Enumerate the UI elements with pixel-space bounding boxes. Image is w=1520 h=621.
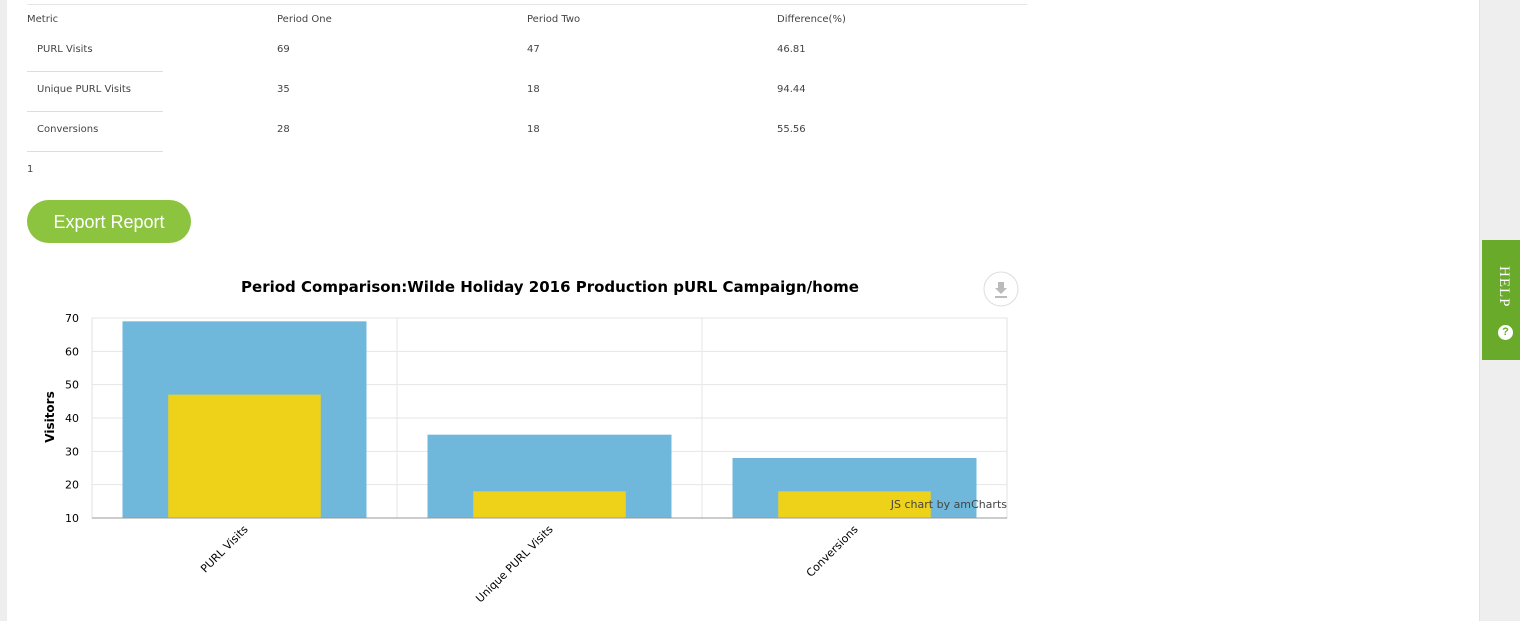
y-tick-label: 20 (65, 479, 79, 492)
download-icon (995, 282, 1007, 298)
x-tick-label: PURL Visits (198, 523, 251, 576)
table-cell-period-one: 28 (277, 124, 290, 135)
table-cell-metric: PURL Visits (37, 44, 93, 55)
export-report-button[interactable]: Export Report (27, 200, 191, 243)
left-gutter (0, 0, 7, 621)
y-axis-ticks: 10 20 30 40 50 60 70 (65, 312, 79, 525)
help-tab[interactable] (1482, 240, 1520, 360)
y-tick-label: 40 (65, 412, 79, 425)
bars (92, 321, 1007, 519)
bar-period-two[interactable] (778, 491, 931, 518)
y-tick-label: 70 (65, 312, 79, 325)
bar-period-two[interactable] (473, 491, 626, 518)
y-tick-label: 50 (65, 379, 79, 392)
table-cell-metric: Unique PURL Visits (37, 84, 132, 95)
table-cell-period-one: 35 (277, 84, 290, 95)
help-label[interactable]: HELP (1496, 266, 1512, 308)
y-axis-label: Visitors (43, 391, 57, 443)
x-tick-label: Conversions (804, 523, 861, 580)
bar-period-two[interactable] (168, 394, 321, 518)
table-cell-metric: Conversions (37, 124, 99, 135)
chart-title: Period Comparison:Wilde Holiday 2016 Pro… (241, 278, 859, 296)
table-header-difference: Difference(%) (777, 14, 846, 25)
table-header-metric: Metric (27, 14, 59, 25)
amcharts-credit[interactable]: JS chart by amCharts (890, 498, 1007, 511)
table-header-period-one: Period One (277, 14, 332, 25)
bar-chart: Period Comparison:Wilde Holiday 2016 Pro… (43, 271, 1019, 606)
y-tick-label: 10 (65, 512, 79, 525)
y-tick-label: 30 (65, 445, 79, 458)
x-axis-ticks: PURL Visits Unique PURL Visits Conversions (198, 523, 861, 606)
table-cell-period-two: 18 (527, 84, 540, 95)
export-chart-button[interactable] (983, 271, 1019, 307)
question-circle-icon[interactable]: ? (1498, 325, 1513, 340)
table-row-divider (27, 151, 163, 152)
table-cell-period-two: 18 (527, 124, 540, 135)
table-row-divider (27, 111, 163, 112)
table-cell-difference: 46.81 (777, 44, 806, 55)
table-cell-period-one: 69 (277, 44, 290, 55)
pagination-page[interactable]: 1 (27, 164, 34, 175)
table-header-period-two: Period Two (527, 14, 581, 25)
table-cell-difference: 94.44 (777, 84, 806, 95)
table-row-divider (27, 71, 163, 72)
table-cell-period-two: 47 (527, 44, 540, 55)
x-tick-label: Unique PURL Visits (473, 523, 556, 606)
top-divider (27, 4, 1027, 5)
table-cell-difference: 55.56 (777, 124, 806, 135)
y-tick-label: 60 (65, 345, 79, 358)
